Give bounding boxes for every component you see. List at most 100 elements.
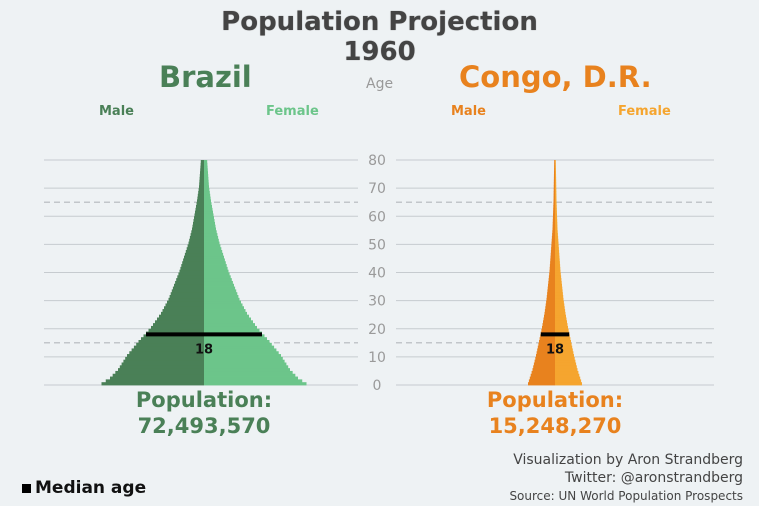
- congo-female-bar: [555, 373, 580, 377]
- brazil-male-bar: [121, 362, 204, 366]
- brazil-male-bar: [148, 328, 204, 332]
- brazil-female-bar: [204, 179, 209, 183]
- brazil-male-bar: [194, 216, 204, 220]
- congo-male-bar: [552, 230, 555, 234]
- brazil-male-bar: [191, 230, 204, 234]
- brazil-male-bar: [194, 213, 204, 217]
- brazil-male-bar: [131, 348, 204, 352]
- congo-female-bar: [555, 382, 582, 386]
- brazil-female-bar: [204, 368, 290, 372]
- credit-author: Visualization by Aron Strandberg: [513, 452, 743, 468]
- congo-female-bar: [555, 297, 564, 302]
- congo-male-label: Male: [451, 104, 486, 119]
- congo-population-value: 15,248,270: [488, 414, 622, 438]
- congo-female-bar: [555, 213, 557, 217]
- brazil-female-bar: [204, 351, 279, 355]
- congo-female-bar: [555, 255, 560, 259]
- congo-female-bar: [555, 171, 556, 175]
- congo-female-bar: [555, 359, 576, 363]
- brazil-female-bar: [204, 261, 226, 265]
- congo-male-bar: [533, 365, 555, 369]
- brazil-female-bar: [204, 311, 247, 316]
- brazil-female-bar: [204, 213, 214, 217]
- congo-female-bar: [555, 179, 557, 183]
- brazil-male-bar: [200, 160, 204, 164]
- brazil-male-bar: [105, 379, 204, 383]
- congo-female-bar: [555, 365, 577, 369]
- congo-female-bar: [555, 376, 581, 380]
- congo-female-bar: [555, 342, 572, 347]
- brazil-female-bar: [204, 258, 225, 262]
- congo-male-bar: [539, 340, 555, 344]
- congo-male-bar: [550, 261, 555, 265]
- congo-female-bar: [555, 188, 557, 192]
- congo-female-bar: [555, 317, 567, 321]
- congo-female-bar: [555, 354, 574, 358]
- congo-female-bar: [555, 199, 557, 203]
- congo-female-bar: [555, 379, 582, 383]
- congo-median-age-value: 18: [546, 342, 564, 357]
- brazil-female-bar: [204, 244, 221, 248]
- brazil-female-bar: [204, 241, 220, 245]
- congo-male-bar: [554, 168, 555, 172]
- congo-female-bar: [555, 328, 569, 332]
- brazil-male-bar: [189, 235, 204, 240]
- brazil-female-bar: [204, 224, 216, 228]
- congo-male-bar: [541, 328, 555, 332]
- congo-female-bar: [555, 348, 573, 352]
- brazil-male-bar: [125, 356, 204, 361]
- brazil-female-bar: [204, 230, 217, 234]
- brazil-male-bar: [184, 255, 204, 259]
- legend: Median age: [22, 478, 146, 498]
- congo-male-bar: [538, 342, 555, 347]
- brazil-female-bar: [204, 289, 237, 293]
- congo-female-bar: [555, 233, 558, 237]
- age-tick-label-30: 30: [368, 294, 386, 310]
- congo-female-bar: [555, 160, 556, 164]
- congo-male-bar: [552, 227, 555, 231]
- congo-female-bar: [555, 370, 579, 375]
- brazil-female-bar: [204, 235, 219, 240]
- congo-male-bar: [552, 221, 555, 226]
- brazil-country-label: Brazil: [159, 60, 252, 94]
- congo-male-bar: [553, 210, 555, 214]
- congo-female-bar: [555, 252, 560, 257]
- congo-male-bar: [546, 295, 555, 299]
- congo-male-bar: [537, 348, 555, 352]
- congo-male-bar: [534, 359, 555, 363]
- congo-female-bar: [555, 205, 557, 209]
- congo-female-bar: [555, 340, 571, 344]
- brazil-female-bar: [204, 266, 228, 271]
- brazil-female-bar: [204, 264, 227, 268]
- brazil-male-bar: [169, 295, 204, 299]
- congo-female-bar: [555, 337, 571, 341]
- congo-female-bar: [555, 221, 558, 226]
- brazil-male-bar: [175, 280, 204, 285]
- congo-male-bar: [554, 165, 555, 169]
- brazil-female-bar: [204, 309, 246, 313]
- brazil-female-bar: [204, 306, 244, 310]
- congo-female-bar: [555, 286, 563, 290]
- brazil-male-bar: [193, 219, 204, 223]
- brazil-male-bar: [118, 368, 204, 372]
- brazil-population-value: 72,493,570: [137, 414, 271, 438]
- congo-male-bar: [548, 278, 555, 282]
- brazil-male-label: Male: [99, 104, 134, 119]
- brazil-male-bar: [127, 354, 204, 358]
- brazil-female-bar: [204, 359, 285, 363]
- congo-male-bar: [546, 300, 555, 304]
- congo-female-bar: [555, 266, 561, 271]
- congo-male-bar: [529, 376, 555, 380]
- congo-male-bar: [552, 224, 555, 228]
- brazil-female-bar: [204, 216, 214, 220]
- congo-female-bar: [555, 241, 559, 245]
- congo-female-bar: [555, 193, 557, 197]
- brazil-female-bar: [204, 328, 260, 332]
- congo-female-bar: [555, 351, 574, 355]
- congo-male-bar: [543, 317, 555, 321]
- brazil-female-bar: [204, 370, 293, 375]
- brazil-female-bar: [204, 255, 224, 259]
- brazil-male-bar: [167, 300, 204, 304]
- brazil-male-bar: [182, 261, 204, 265]
